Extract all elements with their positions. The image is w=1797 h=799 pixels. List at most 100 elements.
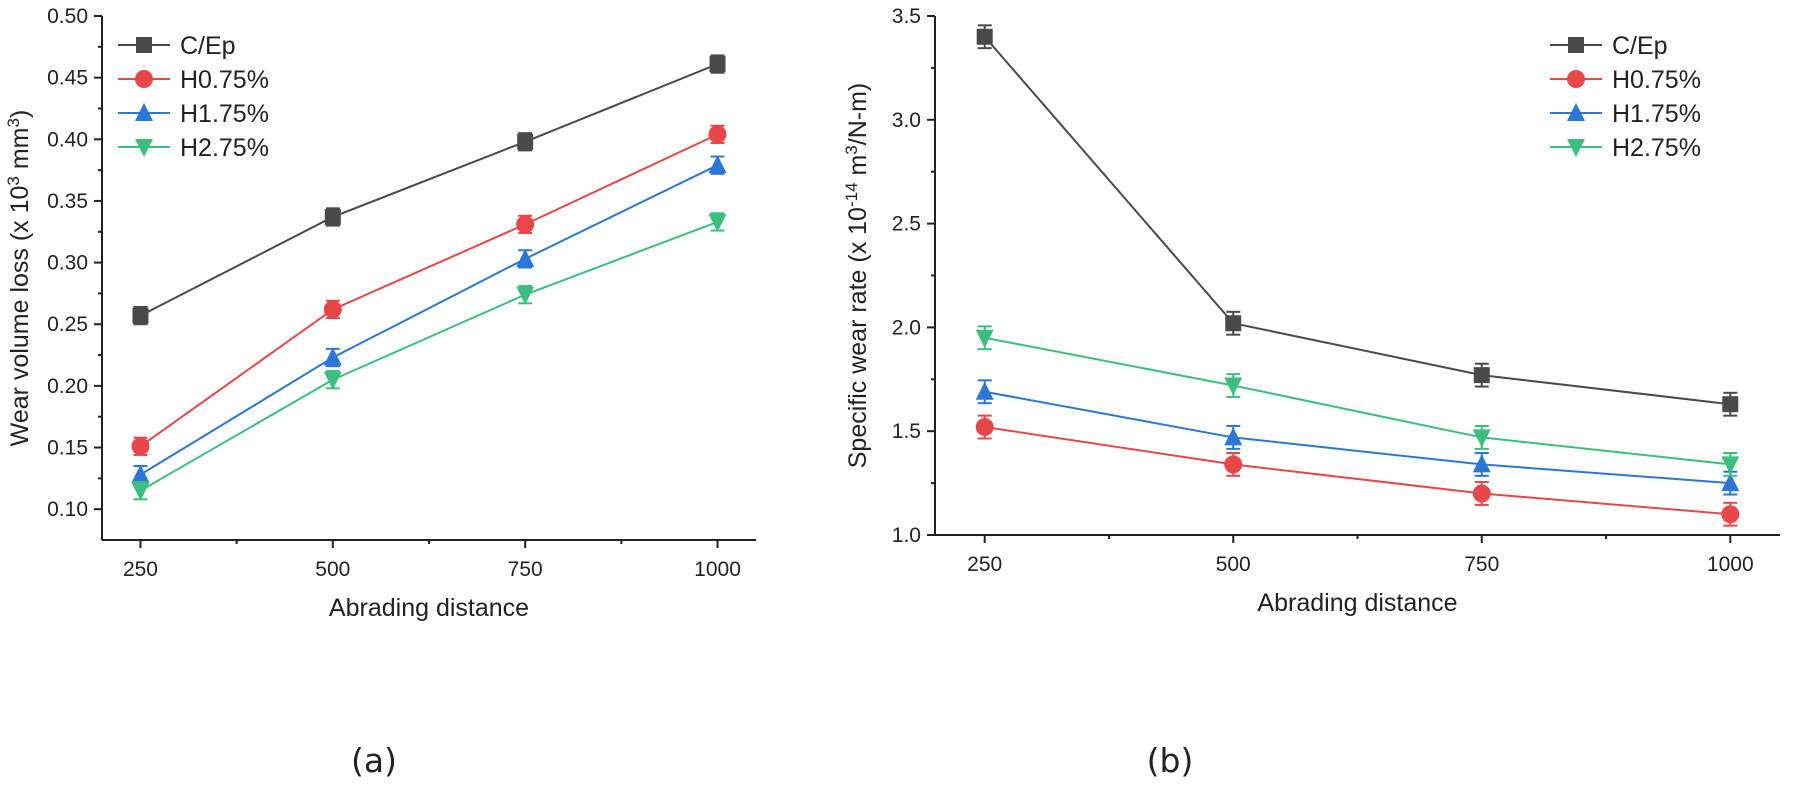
data-point [516,286,535,305]
panel-label: (a) [351,741,397,780]
x-axis-title: Abrading distance [1257,589,1457,617]
data-point [131,437,150,456]
y-axis-title-sup: -14 [842,182,861,207]
chart-panel-a: 0.10 0.15 0.20 0.25 0.30 0.35 0.40 0.45 0.50 250 5… [4,5,756,780]
legend-label: H0.75% [180,66,269,94]
y-axis-title: Wear volume loss (x 103 mm3) [4,110,35,447]
data-point [976,28,993,45]
x-tick-label: 250 [123,558,158,581]
x-tick-label: 750 [1464,553,1499,576]
series-H1.75% [975,379,1740,496]
data-point [708,155,727,174]
y-tick-label: 1.5 [892,420,921,443]
data-point [1224,455,1243,474]
y-tick-label: 0.15 [47,437,88,460]
data-point [1473,367,1490,384]
legend-marker [135,103,153,121]
series-H2.75% [975,325,1740,477]
data-point [1224,377,1243,396]
data-point [131,482,150,501]
legend-marker [135,70,153,88]
y-tick-label: 0.10 [47,498,88,521]
series-C/Ep [132,54,726,326]
legend-label: H1.75% [1612,100,1701,128]
x-tick-label: 500 [315,558,350,581]
series-line [139,133,718,448]
y-tick-label: 0.20 [47,375,88,398]
data-point [975,381,994,400]
y-axis-title-part: /N-m) [844,83,872,145]
data-point [1224,427,1243,446]
data-point [1472,454,1491,473]
y-tick-label: 1.0 [892,524,921,547]
x-tick-label: 250 [967,553,1002,576]
data-point [1472,429,1491,448]
y-axis-title-part: ) [6,110,34,118]
legend-label: H2.75% [180,134,269,162]
legend-marker [1568,37,1584,53]
y-tick-label: 3.0 [892,109,921,132]
series-line [984,390,1731,485]
x-tick-label: 500 [1216,553,1251,576]
series-H0.75% [975,414,1740,527]
data-point [1721,505,1740,524]
y-axis-title-part: Wear volume loss (x 10 [6,186,34,447]
y-tick-label: 2.0 [892,316,921,339]
legend-marker [1567,139,1585,157]
series-line [984,336,1731,466]
y-tick-label: 2.5 [892,213,921,236]
y-tick-label: 0.35 [47,190,88,213]
data-point [975,329,994,348]
legend-label: H2.75% [1612,134,1701,162]
data-point [1721,456,1740,475]
x-tick-label: 1000 [694,558,741,581]
legend-marker [135,139,153,157]
x-tick-label: 1000 [1707,553,1754,576]
legend-label: H1.75% [180,100,269,128]
chart-panel-b: 1.0 1.5 2.0 2.5 3.0 3.5 250 500 750 1000 Abrading … [842,5,1780,780]
data-point [708,213,727,232]
series-line [139,220,718,492]
y-tick-label: 0.40 [47,128,88,151]
series-H0.75% [131,124,727,456]
y-axis-title-sup: 3 [4,118,23,127]
data-point [131,464,150,483]
data-point [132,307,149,324]
data-point [323,371,342,390]
data-point [1722,396,1739,413]
legend-marker [136,37,152,53]
data-point [516,248,535,267]
data-point [516,215,535,234]
series-line [139,164,718,476]
y-axis-title-part: Specific wear rate (x 10 [844,207,872,468]
data-point [323,347,342,366]
y-axis-title-part: m [844,155,872,183]
x-axis-title: Abrading distance [329,594,529,622]
data-point [1472,484,1491,503]
data-point [324,208,341,225]
series-H2.75% [131,212,727,501]
legend: C/Ep H0.75% H1.75% H2.75% [118,32,269,162]
series-line [984,426,1731,516]
data-point [975,418,994,437]
data-point [1721,473,1740,492]
y-tick-label: 3.5 [892,5,921,28]
series-line [983,36,1731,406]
panel-label: (b) [1147,741,1194,780]
x-tick-label: 750 [508,558,543,581]
y-axis-title-part: mm [6,127,34,176]
data-point [517,133,534,150]
series-C/Ep [976,24,1739,417]
y-tick-label: 0.30 [47,252,88,275]
legend-label: C/Ep [180,32,236,60]
y-tick-label: 0.50 [47,5,88,28]
series-line [140,63,718,317]
y-axis-title-sup: 3 [842,145,861,154]
data-point [323,300,342,319]
data-point [1225,315,1242,332]
legend-marker [1567,70,1585,88]
legend-label: H0.75% [1612,66,1701,94]
y-axis-title-sup: 3 [4,176,23,185]
legend: C/Ep H0.75% H1.75% H2.75% [1550,32,1701,162]
